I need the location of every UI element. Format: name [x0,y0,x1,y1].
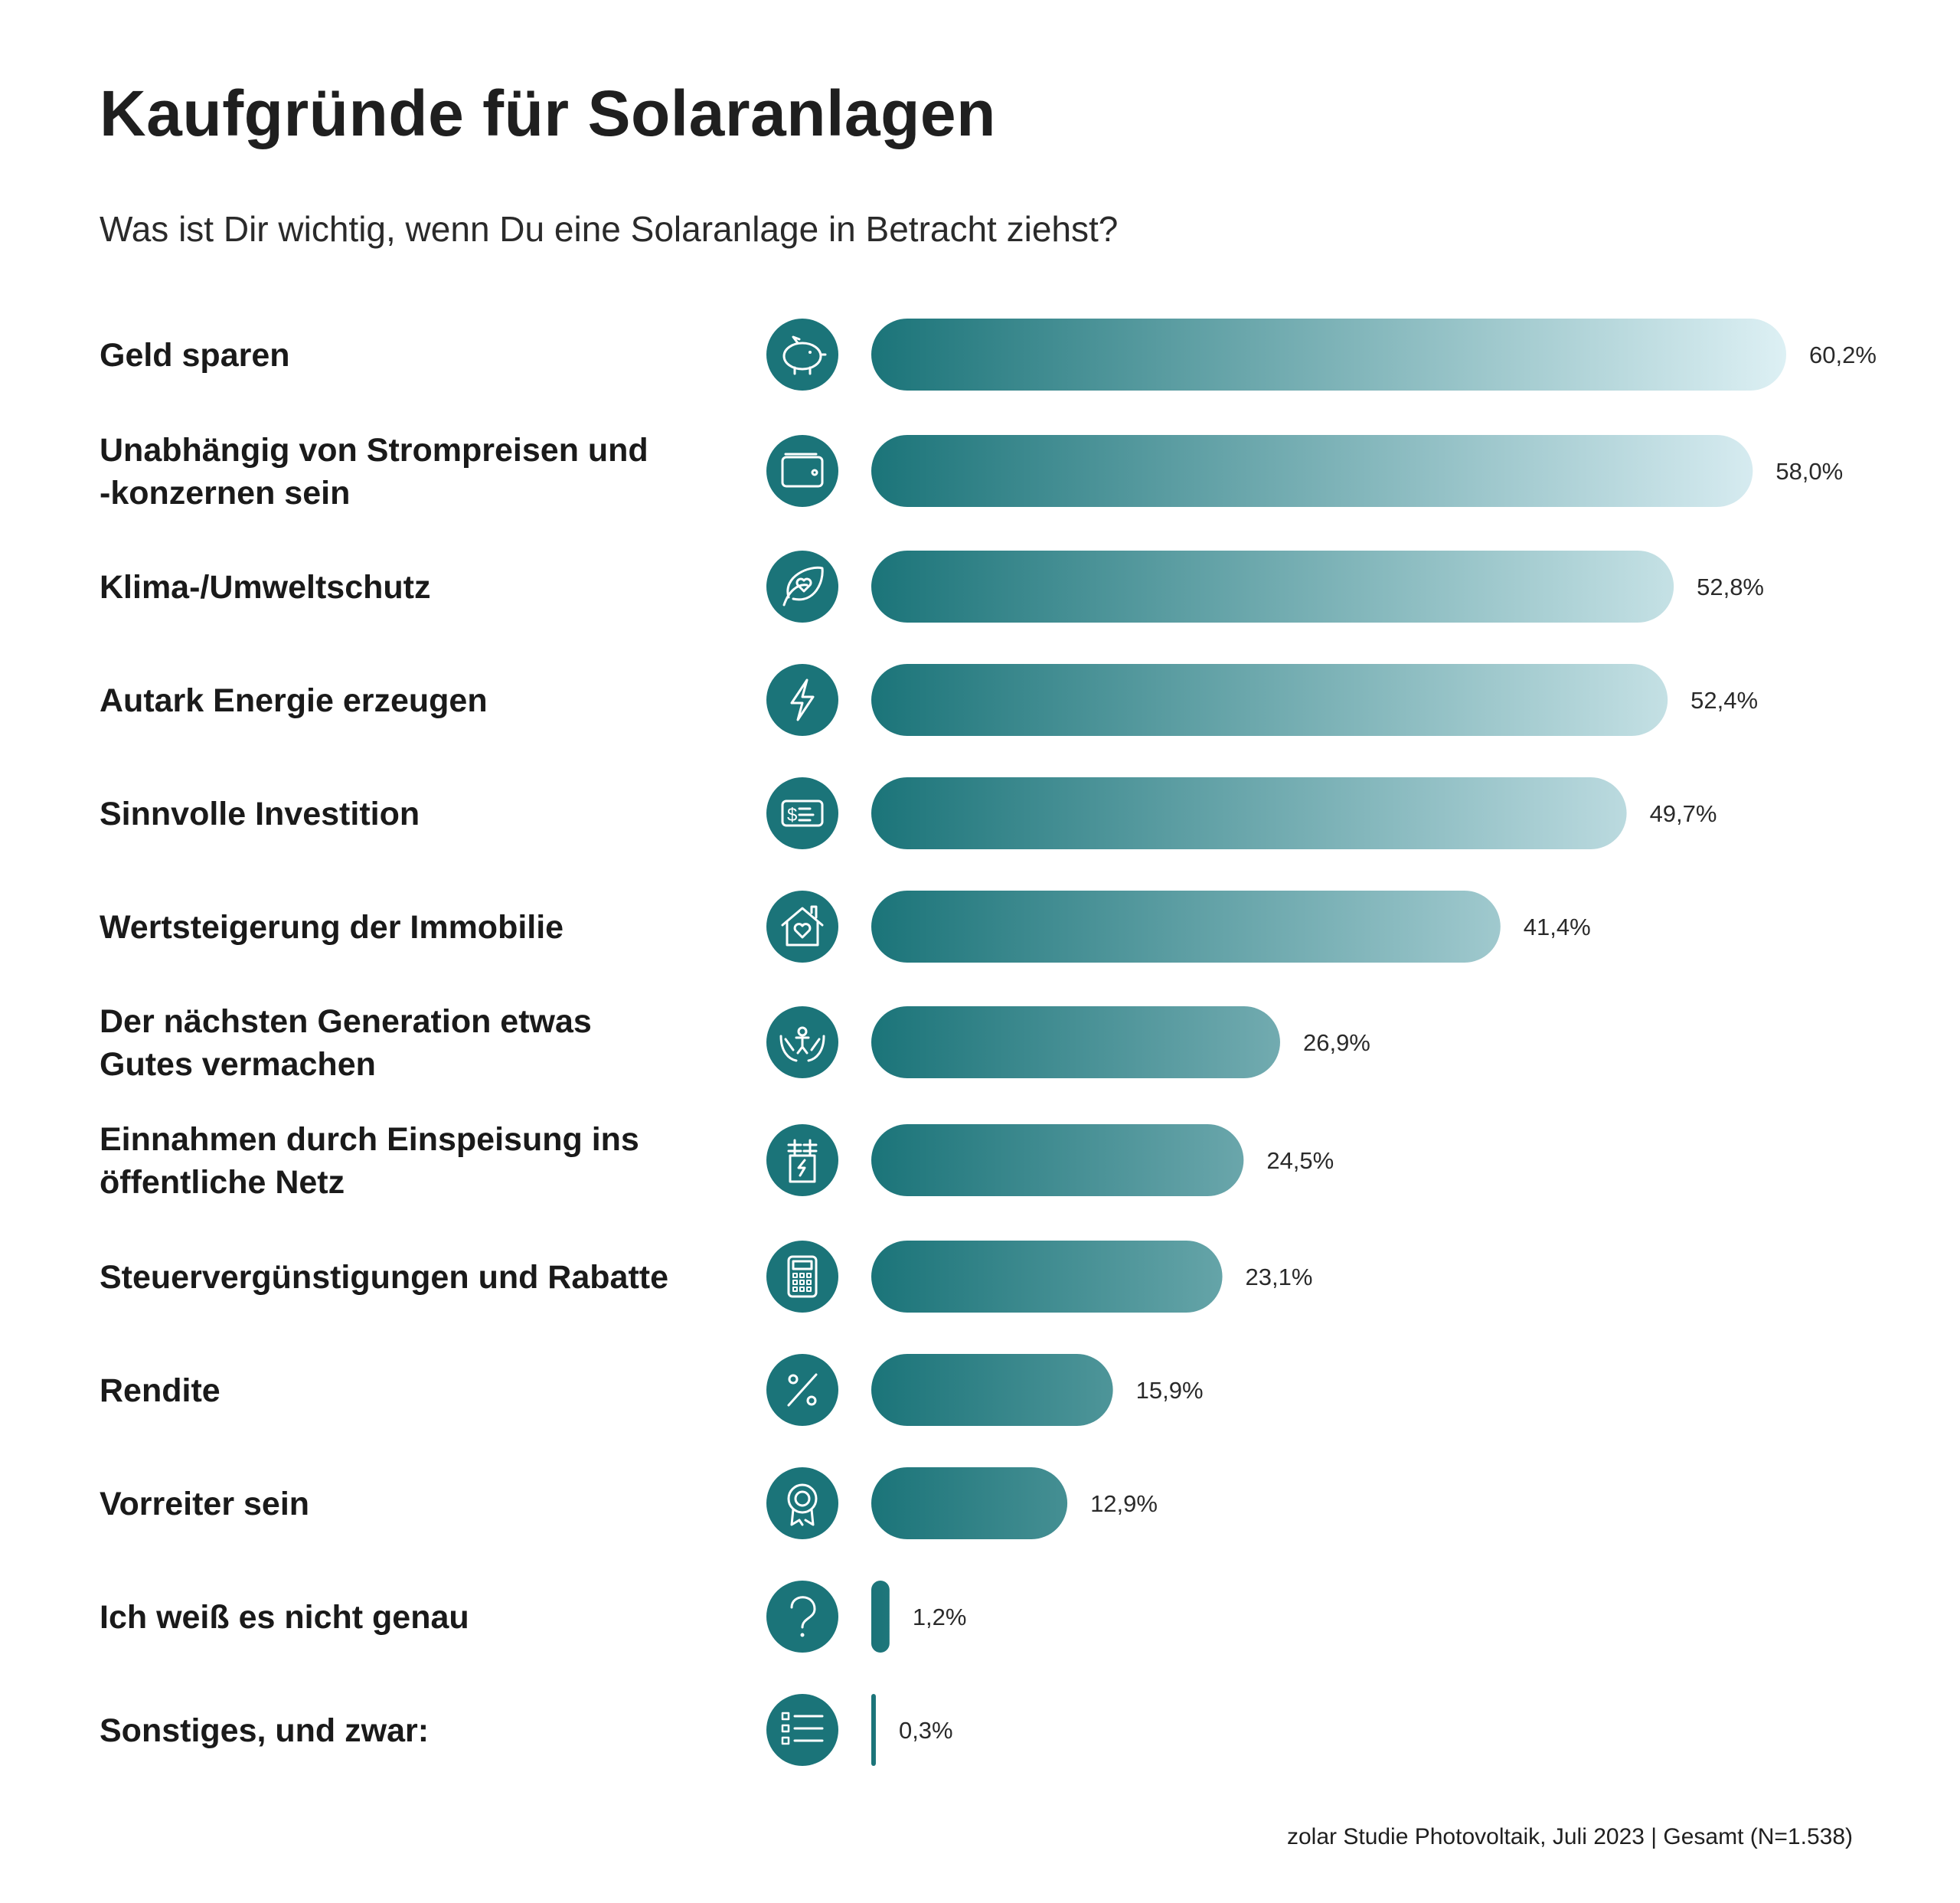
value-label: 52,4% [1690,687,1758,714]
category-label: Ich weiß es nicht genau [100,1599,469,1636]
bar-row: Einnahmen durch Einspeisung ins öffentlic… [100,1121,1334,1201]
bar [871,319,1786,391]
category-label: Vorreiter sein [100,1486,309,1522]
bar [871,1241,1223,1313]
bar-row: Der nächsten Generation etwas Gutes verma… [100,1003,1370,1083]
value-label: 23,1% [1246,1264,1313,1290]
calculator-icon [766,1241,838,1313]
category-label: Klima-/Umweltschutz [100,569,430,606]
bar-row: Sinnvolle Investition $49,7% [100,777,1717,849]
svg-text:$: $ [787,805,797,826]
bar-row: Autark Energie erzeugen 52,4% [100,664,1758,736]
value-label: 12,9% [1090,1490,1158,1517]
category-label: Der nächsten Generation etwas Gutes verma… [100,1003,592,1083]
category-label: Geld sparen [100,337,290,374]
chart-subtitle: Was ist Dir wichtig, wenn Du eine Solara… [100,209,1119,249]
bar [871,891,1501,963]
category-label: Autark Energie erzeugen [100,682,488,719]
bar [871,1467,1068,1539]
value-label: 15,9% [1136,1377,1204,1404]
value-label: 60,2% [1809,342,1877,368]
award-badge-icon [766,1467,838,1539]
hands-person-icon [766,1006,838,1078]
bar [871,1124,1244,1196]
category-label: Sinnvolle Investition [100,796,420,832]
source-note: zolar Studie Photovoltaik, Juli 2023 | G… [1286,1824,1853,1849]
bar-row: Geld sparen 60,2% [100,319,1877,391]
category-label: Rendite [100,1372,220,1409]
question-icon [766,1581,838,1653]
bar [871,1006,1280,1078]
category-label: Steuervergünstigungen und Rabatte [100,1259,668,1296]
bar-row: Wertsteigerung der Immobilie 41,4% [100,891,1591,963]
bar-row: Klima-/Umweltschutz 52,8% [100,551,1764,623]
bar-row: Sonstiges, und zwar: 0,3% [100,1694,953,1766]
category-label: Unabhängig von Strompreisen und -konzerne… [100,432,648,512]
bar [871,664,1668,736]
dollar-card-icon: $ [766,777,838,849]
bar [871,551,1674,623]
chart-title: Kaufgründe für Solaranlagen [100,77,996,149]
value-label: 58,0% [1775,458,1843,485]
bar [871,1694,876,1766]
value-label: 26,9% [1303,1029,1370,1056]
wallet-icon [766,435,838,507]
value-label: 41,4% [1524,914,1591,940]
bar-row: Unabhängig von Strompreisen und -konzerne… [100,432,1843,512]
category-label: Einnahmen durch Einspeisung ins öffentlic… [100,1121,639,1201]
house-heart-icon [766,891,838,963]
piggy-bank-icon [766,319,838,391]
bar-row: Steuervergünstigungen und Rabatte 23,1% [100,1241,1312,1313]
value-label: 52,8% [1697,574,1764,600]
bar [871,1581,890,1653]
category-label: Wertsteigerung der Immobilie [100,909,564,946]
percent-icon [766,1354,838,1426]
value-label: 49,7% [1650,800,1717,827]
value-label: 1,2% [913,1604,967,1630]
bar-row: Vorreiter sein 12,9% [100,1467,1158,1539]
value-label: 0,3% [899,1717,953,1744]
bar-row: Rendite 15,9% [100,1354,1204,1426]
bar [871,1354,1113,1426]
list-icon [766,1694,838,1766]
bar-row: Ich weiß es nicht genau 1,2% [100,1581,966,1653]
value-label: 24,5% [1266,1147,1334,1174]
bar [871,435,1753,507]
leaf-heart-icon [766,551,838,623]
bar [871,777,1627,849]
power-pylon-icon [766,1124,838,1196]
category-label: Sonstiges, und zwar: [100,1712,429,1749]
lightning-icon [766,664,838,736]
